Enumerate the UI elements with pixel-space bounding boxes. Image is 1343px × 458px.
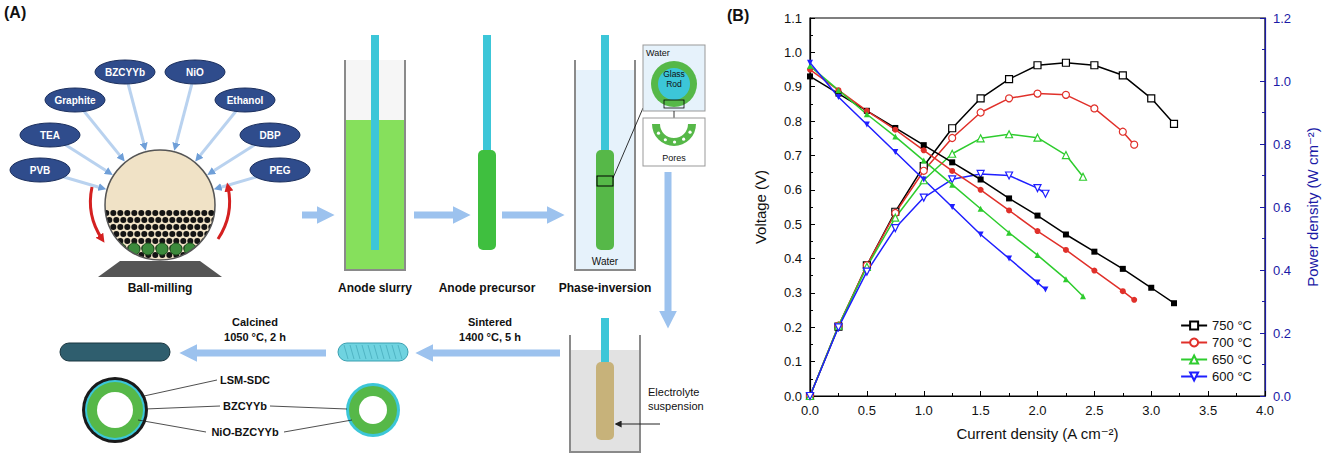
svg-text:1.5: 1.5 bbox=[972, 403, 990, 418]
svg-text:1.0: 1.0 bbox=[1273, 74, 1291, 89]
svg-text:Glass: Glass bbox=[663, 69, 685, 79]
svg-text:0.0: 0.0 bbox=[801, 403, 819, 418]
svg-text:0.4: 0.4 bbox=[1273, 263, 1291, 278]
svg-text:1.0: 1.0 bbox=[784, 45, 802, 60]
svg-text:(B): (B) bbox=[727, 7, 749, 24]
svg-text:1400 °C, 5 h: 1400 °C, 5 h bbox=[459, 331, 521, 343]
svg-text:0.8: 0.8 bbox=[1273, 137, 1291, 152]
svg-text:1.1: 1.1 bbox=[784, 11, 802, 26]
svg-text:0.0: 0.0 bbox=[1273, 389, 1291, 404]
svg-text:Power density (W cm⁻²): Power density (W cm⁻²) bbox=[1304, 127, 1321, 287]
svg-text:Sintered: Sintered bbox=[468, 316, 512, 328]
svg-text:NiO-BZCYYb: NiO-BZCYYb bbox=[211, 426, 279, 438]
svg-text:750 °C: 750 °C bbox=[1212, 318, 1252, 333]
svg-text:0.6: 0.6 bbox=[784, 182, 802, 197]
svg-text:Pores: Pores bbox=[662, 153, 686, 163]
svg-text:LSM-SDC: LSM-SDC bbox=[220, 374, 270, 386]
svg-text:0.3: 0.3 bbox=[784, 285, 802, 300]
svg-text:2.5: 2.5 bbox=[1085, 403, 1103, 418]
svg-text:BZCYYb: BZCYYb bbox=[223, 400, 267, 412]
svg-text:suspension: suspension bbox=[648, 400, 704, 412]
svg-text:600 °C: 600 °C bbox=[1212, 369, 1252, 384]
svg-text:1050 °C, 2 h: 1050 °C, 2 h bbox=[224, 331, 286, 343]
svg-text:1.0: 1.0 bbox=[915, 403, 933, 418]
svg-text:650 °C: 650 °C bbox=[1212, 352, 1252, 367]
svg-text:Rod: Rod bbox=[666, 79, 682, 89]
svg-text:Phase-inversion: Phase-inversion bbox=[559, 281, 652, 295]
svg-text:PEG: PEG bbox=[269, 165, 290, 176]
svg-text:TEA: TEA bbox=[40, 130, 60, 141]
svg-text:0.7: 0.7 bbox=[784, 148, 802, 163]
svg-text:3.0: 3.0 bbox=[1142, 403, 1160, 418]
svg-text:Anode precursor: Anode precursor bbox=[439, 281, 536, 295]
svg-text:Ball-milling: Ball-milling bbox=[128, 281, 193, 295]
svg-text:700 °C: 700 °C bbox=[1212, 335, 1252, 350]
svg-text:0.5: 0.5 bbox=[784, 217, 802, 232]
svg-text:0.0: 0.0 bbox=[784, 389, 802, 404]
svg-text:0.5: 0.5 bbox=[858, 403, 876, 418]
svg-text:Water: Water bbox=[646, 48, 670, 58]
svg-text:0.6: 0.6 bbox=[1273, 200, 1291, 215]
svg-text:4.0: 4.0 bbox=[1256, 403, 1274, 418]
svg-text:BZCYYb: BZCYYb bbox=[105, 67, 145, 78]
svg-text:Voltage (V): Voltage (V) bbox=[752, 170, 769, 244]
svg-text:2.0: 2.0 bbox=[1028, 403, 1046, 418]
svg-text:0.8: 0.8 bbox=[784, 114, 802, 129]
svg-text:0.2: 0.2 bbox=[784, 320, 802, 335]
svg-text:Water: Water bbox=[592, 256, 619, 267]
svg-text:DBP: DBP bbox=[259, 130, 280, 141]
svg-text:Current density (A cm⁻²): Current density (A cm⁻²) bbox=[956, 425, 1118, 442]
svg-text:Ethanol: Ethanol bbox=[227, 95, 264, 106]
svg-text:Anode slurry: Anode slurry bbox=[338, 281, 412, 295]
svg-text:NiO: NiO bbox=[186, 67, 204, 78]
svg-text:(A): (A) bbox=[4, 4, 26, 21]
svg-text:3.5: 3.5 bbox=[1199, 403, 1217, 418]
svg-text:1.2: 1.2 bbox=[1273, 11, 1291, 26]
svg-text:0.4: 0.4 bbox=[784, 251, 802, 266]
svg-text:0.9: 0.9 bbox=[784, 79, 802, 94]
svg-text:0.2: 0.2 bbox=[1273, 326, 1291, 341]
svg-text:Calcined: Calcined bbox=[232, 316, 278, 328]
svg-text:0.1: 0.1 bbox=[784, 354, 802, 369]
svg-text:PVB: PVB bbox=[30, 165, 51, 176]
svg-text:Electrolyte: Electrolyte bbox=[648, 386, 699, 398]
svg-text:Graphite: Graphite bbox=[54, 95, 96, 106]
